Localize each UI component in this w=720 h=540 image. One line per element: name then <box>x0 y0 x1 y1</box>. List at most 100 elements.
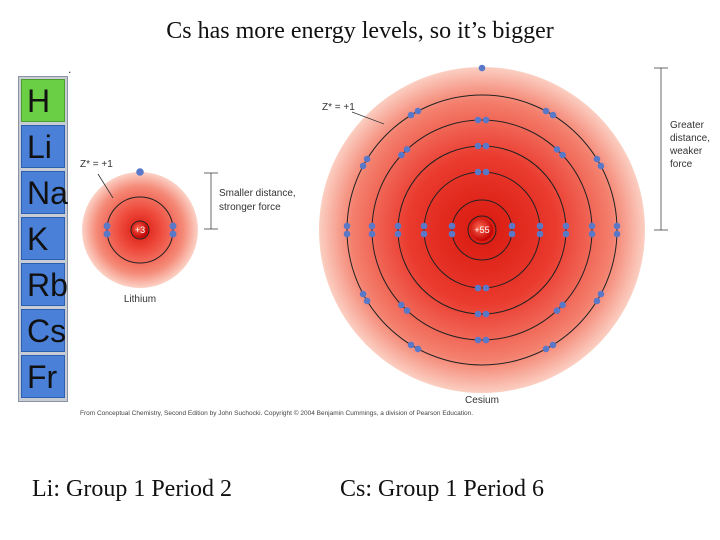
cesium-electron <box>482 284 490 292</box>
cesium-electron <box>549 341 557 349</box>
cesium-shell-1 <box>467 215 497 245</box>
cesium-electron <box>559 301 566 309</box>
cesium-electron <box>542 345 550 353</box>
cesium-electron <box>588 230 596 238</box>
cesium-distance-label-4: force <box>670 159 693 170</box>
cesium-electron <box>482 310 490 318</box>
element-rb: Rb <box>21 263 68 306</box>
cesium-electron <box>597 162 605 170</box>
lithium-valence-electron <box>136 168 144 176</box>
cesium-electron <box>448 222 456 230</box>
cesium-electron <box>482 168 490 176</box>
cesium-electron <box>613 222 621 230</box>
element-na: Na <box>21 171 68 214</box>
element-li: Li <box>21 125 65 168</box>
cesium-electron <box>363 155 371 163</box>
cesium-electron <box>403 146 411 153</box>
lithium-caption: Li: Group 1 Period 2 <box>32 476 232 502</box>
cesium-shell-5 <box>371 119 593 341</box>
cesium-electron <box>508 222 516 230</box>
lithium-zeff-pointer <box>97 173 114 199</box>
cesium-electron <box>562 222 570 230</box>
slide-title: Cs has more energy levels, so it’s bigge… <box>166 18 554 44</box>
cesium-electron <box>474 142 482 150</box>
cesium-electron <box>482 116 490 124</box>
cesium-electron <box>394 230 402 238</box>
cesium-electron <box>588 222 596 230</box>
element-cs: Cs <box>21 309 66 352</box>
cesium-electron <box>474 310 482 318</box>
cesium-electron <box>593 155 601 163</box>
cesium-shell-2 <box>451 199 513 261</box>
cesium-electron <box>474 284 482 292</box>
cesium-electron <box>420 222 428 230</box>
cesium-electron <box>343 222 351 230</box>
cesium-electron <box>407 111 415 119</box>
cesium-electron <box>414 107 422 115</box>
cesium-shell-4 <box>397 145 567 315</box>
element-k: K <box>21 217 65 260</box>
cesium-electron <box>420 230 428 238</box>
cesium-shell-6 <box>346 94 618 366</box>
cesium-electron <box>363 297 371 305</box>
cesium-electron <box>398 301 405 309</box>
cesium-atom: +55 Z* = +1 Cesium Greater distance, wea… <box>319 64 710 406</box>
lithium-electron <box>169 222 177 230</box>
cesium-name-label: Cesium <box>465 395 499 406</box>
cesium-electron <box>394 222 402 230</box>
cesium-shell-3 <box>423 171 541 289</box>
cesium-electron <box>482 142 490 150</box>
lithium-nucleus <box>132 222 148 238</box>
cesium-electron <box>414 345 422 353</box>
element-fr: Fr <box>21 355 65 398</box>
cesium-electron <box>474 116 482 124</box>
lithium-electron <box>169 230 177 238</box>
cesium-caption: Cs: Group 1 Period 6 <box>340 476 544 502</box>
lithium-electron <box>103 230 111 238</box>
cesium-electron <box>542 107 550 115</box>
cesium-electron <box>343 230 351 238</box>
lithium-distance-label-2: stronger force <box>219 202 281 213</box>
lithium-inner-shell <box>130 220 150 240</box>
cesium-electron <box>536 230 544 238</box>
cesium-nucleus <box>471 219 493 241</box>
cesium-electron <box>536 222 544 230</box>
side-mark: . <box>68 62 72 76</box>
element-h: H <box>21 79 65 122</box>
group1-column: H Li Na K Rb Cs Fr <box>18 76 68 402</box>
cesium-electron <box>368 230 376 238</box>
cesium-electron <box>407 341 415 349</box>
cesium-electron <box>597 290 605 298</box>
cesium-electron <box>613 230 621 238</box>
cesium-nucleus-charge: +55 <box>474 225 489 235</box>
cesium-electron <box>398 151 405 159</box>
cesium-electron <box>553 307 561 314</box>
lithium-nucleus-charge: +3 <box>135 225 145 235</box>
lithium-outer-shell <box>106 196 174 264</box>
cesium-zeff-label: Z* = +1 <box>322 102 355 113</box>
cesium-electron <box>474 336 482 344</box>
image-credit: From Conceptual Chemistry, Second Editio… <box>80 410 474 417</box>
cesium-electrons <box>343 64 621 353</box>
cesium-electron <box>482 336 490 344</box>
cesium-electron <box>448 230 456 238</box>
lithium-zeff-label: Z* = +1 <box>80 159 113 170</box>
cesium-electron <box>359 290 367 298</box>
cesium-electron <box>359 162 367 170</box>
lithium-electron <box>103 222 111 230</box>
lithium-atom: +3 Z* = +1 Lithium Smaller distance, str… <box>80 159 296 305</box>
cesium-electron <box>508 230 516 238</box>
cesium-electron <box>474 168 482 176</box>
cesium-zeff-pointer <box>351 111 385 125</box>
cesium-electron <box>549 111 557 119</box>
cesium-distance-label-1: Greater <box>670 120 705 131</box>
cesium-electron <box>553 146 561 153</box>
cesium-distance-label-3: weaker <box>669 146 703 157</box>
cesium-electron <box>593 297 601 305</box>
cesium-electron <box>368 222 376 230</box>
cesium-electron <box>403 307 411 314</box>
cesium-distance-label-2: distance, <box>670 133 710 144</box>
lithium-name-label: Lithium <box>124 294 156 305</box>
lithium-distance-label-1: Smaller distance, <box>219 188 296 199</box>
